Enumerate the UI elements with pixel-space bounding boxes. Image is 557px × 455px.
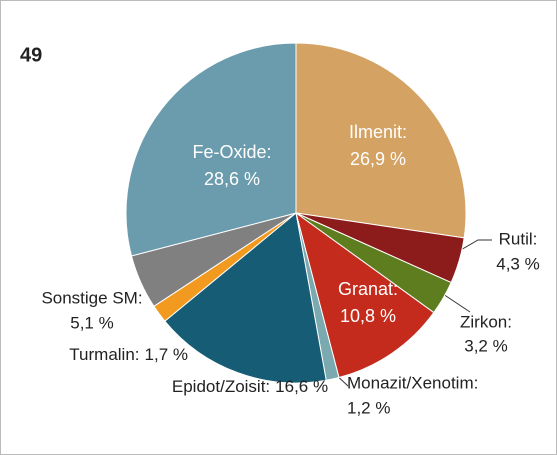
pie-slice <box>295 211 435 379</box>
category-label: Epidot/Zoisit: <box>172 377 270 396</box>
value-label: 5,1 % <box>70 313 113 332</box>
category-label: Granat: <box>338 279 398 299</box>
category-label: Turmalin: <box>69 345 139 364</box>
data-label: Epidot/Zoisit: 16,6 % <box>172 377 328 396</box>
category-label: Monazit/Xenotim: <box>347 373 478 392</box>
value-label: 4,3 % <box>496 254 539 273</box>
value-label: 16,6 % <box>275 377 328 396</box>
value-label: 3,2 % <box>464 336 507 355</box>
value-label: 1,7 % <box>145 345 188 364</box>
value-label: 26,9 % <box>350 149 406 169</box>
pie-slice <box>164 212 327 384</box>
category-label: Ilmenit: <box>349 122 407 142</box>
chart-title: 49 <box>20 44 42 66</box>
data-label: Turmalin: 1,7 % <box>69 345 188 364</box>
value-label: 1,2 % <box>347 398 390 417</box>
category-label: Sonstige SM: <box>41 288 142 307</box>
pie-slice <box>125 42 297 257</box>
value-label: 10,8 % <box>340 306 396 326</box>
value-label: 28,6 % <box>204 169 260 189</box>
category-label: Fe-Oxide: <box>192 142 271 162</box>
category-label: Rutil: <box>499 229 538 248</box>
category-label: Zirkon: <box>460 312 512 331</box>
pie-slice <box>295 42 467 239</box>
